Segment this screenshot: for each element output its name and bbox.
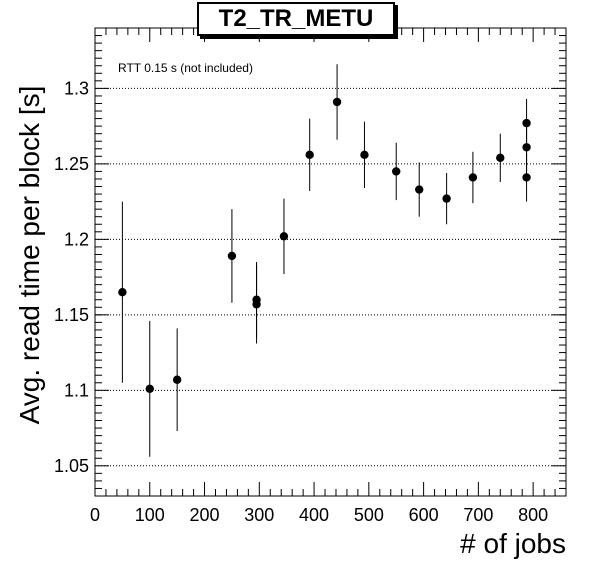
- x-tick-label: 0: [90, 505, 100, 525]
- plot-frame: [94, 27, 567, 497]
- tick-labels: 1.05 1.1 1.15 1.2 1.25 1.3 0 100 200 300 400 500 600…: [54, 78, 548, 525]
- data-point: [227, 251, 237, 261]
- x-tick-label: 800: [518, 505, 548, 525]
- y-tick-label: 1.3: [64, 78, 89, 98]
- x-tick-label: 200: [190, 505, 220, 525]
- data-point: [415, 185, 424, 194]
- x-tick-label: 400: [299, 505, 329, 525]
- x-tick-label: 500: [354, 505, 384, 525]
- data-point: [305, 150, 314, 160]
- y-tick-label: 1.2: [64, 229, 89, 249]
- data-point: [392, 167, 401, 176]
- data-points: [118, 64, 531, 457]
- data-point: [522, 143, 531, 152]
- data-point: [172, 375, 182, 384]
- y-tick-label: 1.05: [54, 456, 89, 476]
- data-point: [468, 173, 478, 182]
- y-tick-label: 1.15: [54, 305, 89, 325]
- y-tick-label: 1.25: [54, 154, 89, 174]
- x-tick-label: 300: [244, 505, 274, 525]
- grid-lines: [95, 87, 566, 467]
- y-tick-label: 1.1: [64, 380, 89, 400]
- x-tick-label: 100: [135, 505, 165, 525]
- data-point: [332, 97, 342, 107]
- data-point: [252, 295, 261, 304]
- data-point: [145, 384, 154, 394]
- axis-ticks: [94, 27, 566, 496]
- chart-title: T2_TR_METU: [197, 2, 395, 36]
- y-axis-label: Avg. read time per block [s]: [14, 85, 45, 425]
- x-tick-label: 600: [409, 505, 439, 525]
- data-point: [522, 173, 531, 182]
- data-point: [360, 150, 369, 160]
- chart-annotation: RTT 0.15 s (not included): [118, 61, 253, 75]
- data-point: [442, 194, 451, 203]
- x-axis-label: # of jobs: [460, 528, 566, 559]
- data-point: [118, 287, 127, 297]
- data-point: [279, 232, 289, 241]
- data-point: [496, 153, 505, 163]
- x-tick-label: 700: [463, 505, 493, 525]
